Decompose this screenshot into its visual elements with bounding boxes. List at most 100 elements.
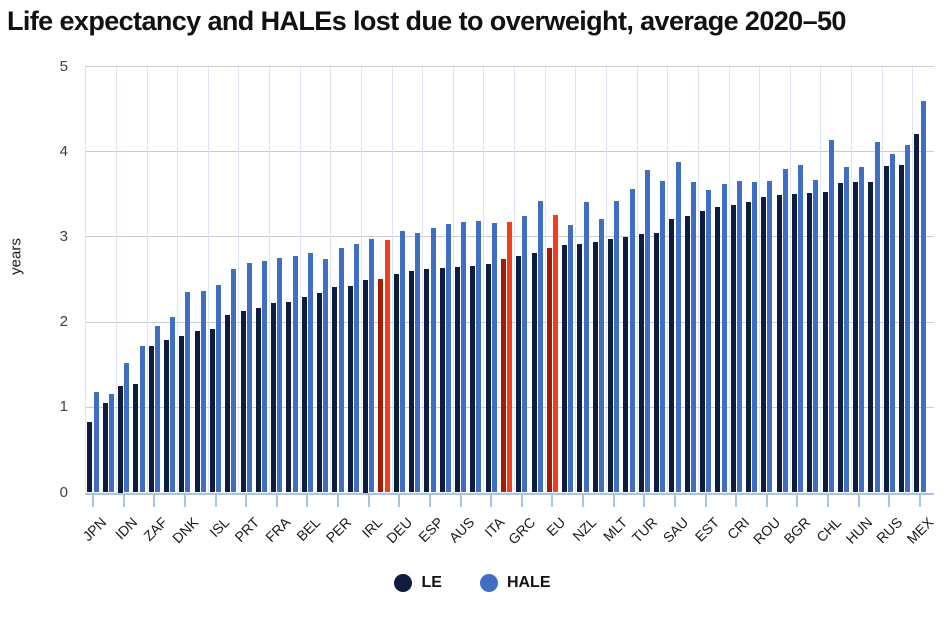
x-gridline xyxy=(881,66,883,493)
x-axis-tick xyxy=(92,494,94,507)
bar-hale xyxy=(660,180,666,493)
x-axis-tick xyxy=(337,494,340,507)
bar-hale xyxy=(767,180,773,493)
bar-hale xyxy=(537,201,543,493)
bar-le xyxy=(363,279,369,493)
bar-le xyxy=(454,266,460,493)
bar-hale xyxy=(736,180,742,493)
x-axis-line xyxy=(85,493,934,495)
bar-hale xyxy=(813,179,819,493)
x-axis-tick xyxy=(183,494,186,507)
bar-le xyxy=(883,166,889,493)
bar-le xyxy=(562,245,568,493)
bar-hale xyxy=(292,256,298,493)
y-gridline xyxy=(85,66,934,67)
bar-hale xyxy=(216,285,222,493)
x-gridline xyxy=(391,66,393,493)
bar-hale xyxy=(553,214,559,493)
bar-hale xyxy=(139,345,145,493)
bar-le xyxy=(853,182,859,493)
bar-le xyxy=(807,193,813,493)
bar-hale xyxy=(905,144,911,493)
bar-hale xyxy=(507,222,513,493)
bar-hale xyxy=(598,219,604,493)
bar-hale xyxy=(690,182,696,493)
bar-le xyxy=(638,234,644,493)
x-gridline xyxy=(636,66,638,493)
bar-hale xyxy=(246,263,252,493)
x-gridline xyxy=(177,66,179,493)
x-gridline xyxy=(299,66,301,493)
bar-hale xyxy=(675,161,681,493)
bar-le xyxy=(347,286,353,493)
x-axis-tick xyxy=(398,494,401,507)
bar-le xyxy=(102,403,108,493)
x-axis-tick xyxy=(765,494,768,507)
bar-le xyxy=(133,384,139,493)
bar-le xyxy=(301,296,307,493)
x-gridline xyxy=(207,66,209,493)
bar-hale xyxy=(874,142,880,493)
bar-le xyxy=(500,259,506,493)
bar-le xyxy=(409,270,414,493)
bar-le xyxy=(822,191,828,493)
bar-hale xyxy=(721,184,727,493)
bar-le xyxy=(470,265,476,493)
x-gridline xyxy=(360,66,362,493)
bar-hale xyxy=(262,260,268,493)
bar-le xyxy=(332,287,338,493)
bar-hale xyxy=(384,240,390,493)
bar-hale xyxy=(859,167,865,493)
bar-hale xyxy=(920,100,926,493)
x-gridline xyxy=(667,66,669,493)
bar-le xyxy=(577,243,583,493)
x-axis-tick xyxy=(490,494,493,507)
bar-le xyxy=(531,253,537,493)
bar-le xyxy=(761,196,767,493)
bar-hale xyxy=(889,154,895,493)
x-axis-tick xyxy=(367,494,370,507)
chart-title: Life expectancy and HALEs lost due to ov… xyxy=(7,6,846,36)
bar-hale xyxy=(124,362,130,493)
bar-hale xyxy=(491,223,497,493)
x-gridline xyxy=(728,66,730,493)
bar-hale xyxy=(430,228,436,493)
bar-hale xyxy=(461,221,467,493)
bar-hale xyxy=(93,391,99,493)
le-swatch-icon xyxy=(394,574,413,592)
x-gridline xyxy=(238,66,240,493)
x-axis-tick xyxy=(888,494,891,507)
bar-hale xyxy=(154,325,160,493)
bar-hale xyxy=(445,224,451,493)
y-gridline xyxy=(85,151,934,153)
y-axis-title: years xyxy=(7,238,25,275)
bar-hale xyxy=(629,189,635,493)
bar-hale xyxy=(353,243,359,493)
bar-le xyxy=(868,182,874,493)
x-gridline xyxy=(912,66,914,493)
legend-item-hale: HALE xyxy=(479,574,551,592)
x-axis-tick xyxy=(643,494,646,507)
bar-le xyxy=(271,303,277,493)
x-axis-tick xyxy=(153,494,156,507)
x-gridline xyxy=(544,66,546,493)
bar-le xyxy=(225,315,231,493)
legend: LE HALE xyxy=(0,574,945,592)
x-axis-tick xyxy=(275,494,278,507)
x-gridline xyxy=(330,66,332,493)
x-axis-tick xyxy=(673,494,676,507)
bar-hale xyxy=(752,182,758,493)
y-axis-tick-label: 4 xyxy=(59,142,68,160)
bar-le xyxy=(286,301,292,493)
bar-hale xyxy=(828,139,834,493)
bar-le xyxy=(914,133,920,493)
x-gridline xyxy=(759,66,761,493)
bar-le xyxy=(148,345,154,493)
y-axis-tick-label: 0 xyxy=(59,483,68,501)
bar-hale xyxy=(476,220,482,493)
x-gridline xyxy=(452,66,454,493)
x-gridline xyxy=(85,66,87,493)
bar-le xyxy=(791,194,797,493)
bar-hale xyxy=(185,292,191,493)
